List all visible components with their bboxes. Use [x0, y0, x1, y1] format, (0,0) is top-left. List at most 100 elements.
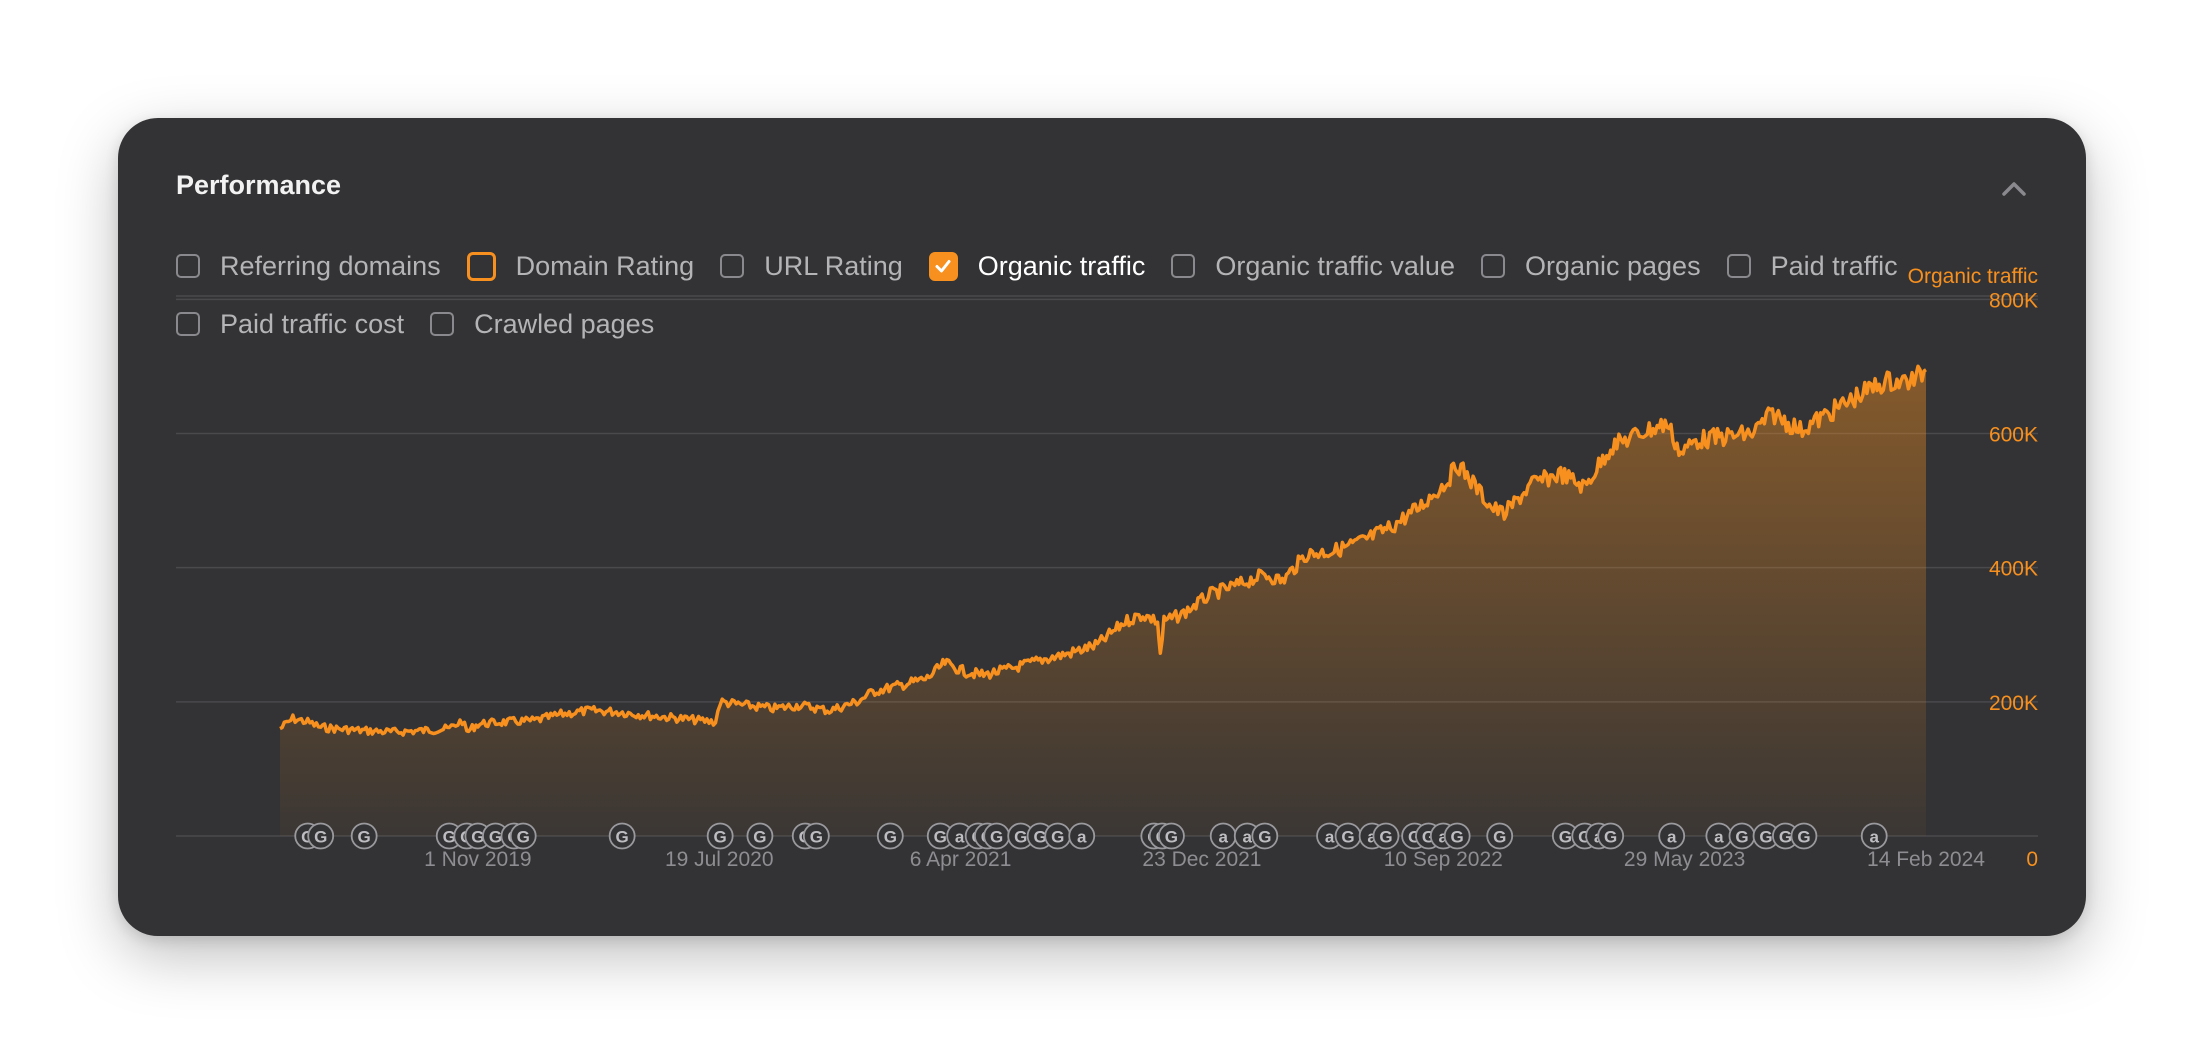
svg-text:a: a: [1325, 828, 1335, 847]
metric-organic-traffic-value[interactable]: Organic traffic value: [1171, 248, 1455, 284]
svg-text:G: G: [1559, 828, 1572, 847]
google-update-marker: G: [509, 822, 537, 850]
svg-text:G: G: [443, 828, 456, 847]
metric-label: Referring domains: [220, 250, 441, 281]
google-update-marker: G: [1752, 822, 1780, 850]
svg-text:a: a: [1367, 828, 1377, 847]
metric-label: Crawled pages: [474, 308, 655, 339]
svg-text:G: G: [934, 828, 947, 847]
metric-label: Paid traffic cost: [220, 308, 405, 339]
svg-text:G: G: [1735, 828, 1748, 847]
x-tick-label: 1 Nov 2019: [424, 848, 531, 871]
svg-text:G: G: [1604, 828, 1617, 847]
svg-text:G: G: [990, 828, 1003, 847]
annotation-marker: a: [1068, 822, 1096, 850]
metric-organic-traffic[interactable]: Organic traffic: [928, 248, 1146, 284]
metric-referring-domains[interactable]: Referring domains: [176, 248, 441, 284]
metric-paid-traffic-cost[interactable]: Paid traffic cost: [176, 306, 404, 342]
x-tick-label: 23 Dec 2021: [1142, 848, 1261, 871]
google-update-marker: G: [1251, 822, 1279, 850]
checkbox[interactable]: [466, 251, 496, 281]
y-tick-label: 600K: [1989, 424, 2038, 447]
svg-text:G: G: [714, 828, 727, 847]
y-tick-label: 0: [2026, 848, 2038, 871]
svg-text:G: G: [358, 828, 371, 847]
google-update-marker: G: [350, 822, 378, 850]
svg-text:G: G: [1341, 828, 1354, 847]
svg-text:G: G: [1379, 828, 1392, 847]
checkbox[interactable]: [430, 312, 455, 336]
metric-crawled-pages[interactable]: Crawled pages: [430, 306, 654, 342]
checkbox[interactable]: [720, 254, 745, 278]
checkbox[interactable]: [1480, 254, 1505, 278]
google-update-marker: G: [1158, 822, 1185, 850]
metric-label: Organic pages: [1524, 250, 1701, 281]
svg-text:a: a: [1243, 828, 1253, 847]
google-update-marker: G: [926, 822, 954, 850]
google-update-marker: G: [482, 822, 509, 850]
metric-toggles: Referring domains Domain Rating URL Rating…: [176, 248, 2036, 342]
checkbox[interactable]: [1726, 254, 1751, 278]
check-icon: [935, 260, 951, 273]
organic-traffic-area: [280, 366, 1926, 836]
google-update-marker: G: [1728, 822, 1756, 850]
svg-text:a: a: [1714, 828, 1724, 847]
svg-text:a: a: [1869, 828, 1879, 847]
svg-text:G: G: [1014, 828, 1027, 847]
google-update-marker: G: [1551, 822, 1579, 850]
metric-label: Organic traffic: [977, 250, 1146, 281]
svg-text:G: G: [1051, 828, 1064, 847]
google-update-marker: G: [1007, 822, 1035, 850]
checkbox[interactable]: [176, 312, 200, 336]
metric-paid-traffic[interactable]: Paid traffic: [1726, 248, 1898, 284]
annotation-marker: a: [1860, 822, 1888, 850]
y-tick-label: 400K: [1989, 558, 2038, 581]
metric-label: Paid traffic: [1770, 250, 1898, 281]
checkbox[interactable]: [176, 254, 200, 278]
metric-url-rating[interactable]: URL Rating: [720, 248, 903, 284]
annotation-marker: a: [1705, 822, 1733, 850]
annotation-marker: a: [1209, 822, 1237, 850]
collapse-button[interactable]: [1998, 174, 2030, 202]
google-update-marker: G: [608, 822, 636, 850]
metric-label: Organic traffic value: [1215, 250, 1455, 281]
google-update-marker: G: [802, 822, 830, 850]
x-tick-label: 29 May 2023: [1624, 848, 1745, 871]
google-update-marker: G: [1597, 822, 1625, 850]
svg-text:G: G: [1779, 828, 1792, 847]
google-update-marker: G: [307, 822, 335, 850]
google-update-marker: G: [983, 822, 1011, 850]
chevron-up-icon: [2002, 182, 2026, 196]
svg-text:a: a: [1439, 828, 1449, 847]
google-update-marker: G: [1044, 822, 1072, 850]
checkbox[interactable]: [1171, 254, 1196, 278]
x-tick-label: 19 Jul 2020: [665, 848, 774, 871]
svg-text:G: G: [471, 828, 484, 847]
google-update-marker: G: [1334, 822, 1362, 850]
svg-text:a: a: [1218, 828, 1228, 847]
x-tick-label: 14 Feb 2024: [1867, 848, 1985, 871]
checkbox-checked[interactable]: [928, 251, 958, 281]
google-update-marker: G: [1443, 822, 1471, 850]
metric-domain-rating[interactable]: Domain Rating: [466, 248, 694, 284]
metric-organic-pages[interactable]: Organic pages: [1480, 248, 1701, 284]
svg-text:G: G: [810, 828, 823, 847]
google-update-marker: G: [876, 822, 904, 850]
performance-panel: Performance Referring domains Domain Rati…: [118, 118, 2086, 936]
series-label: Organic traffic: [1908, 265, 2038, 288]
svg-text:G: G: [1451, 828, 1464, 847]
panel-title: Performance: [176, 170, 342, 200]
google-update-marker: G: [706, 822, 734, 850]
y-tick-label: 800K: [1989, 289, 2038, 312]
svg-text:G: G: [616, 828, 629, 847]
svg-text:a: a: [955, 828, 965, 847]
organic-traffic-line: [279, 364, 1927, 737]
google-update-marker: G: [1772, 822, 1799, 850]
svg-text:G: G: [753, 828, 766, 847]
svg-text:G: G: [1759, 828, 1772, 847]
google-update-marker: G: [1372, 822, 1400, 850]
svg-text:G: G: [1165, 828, 1178, 847]
google-update-marker: G: [746, 822, 774, 850]
svg-text:G: G: [517, 828, 530, 847]
